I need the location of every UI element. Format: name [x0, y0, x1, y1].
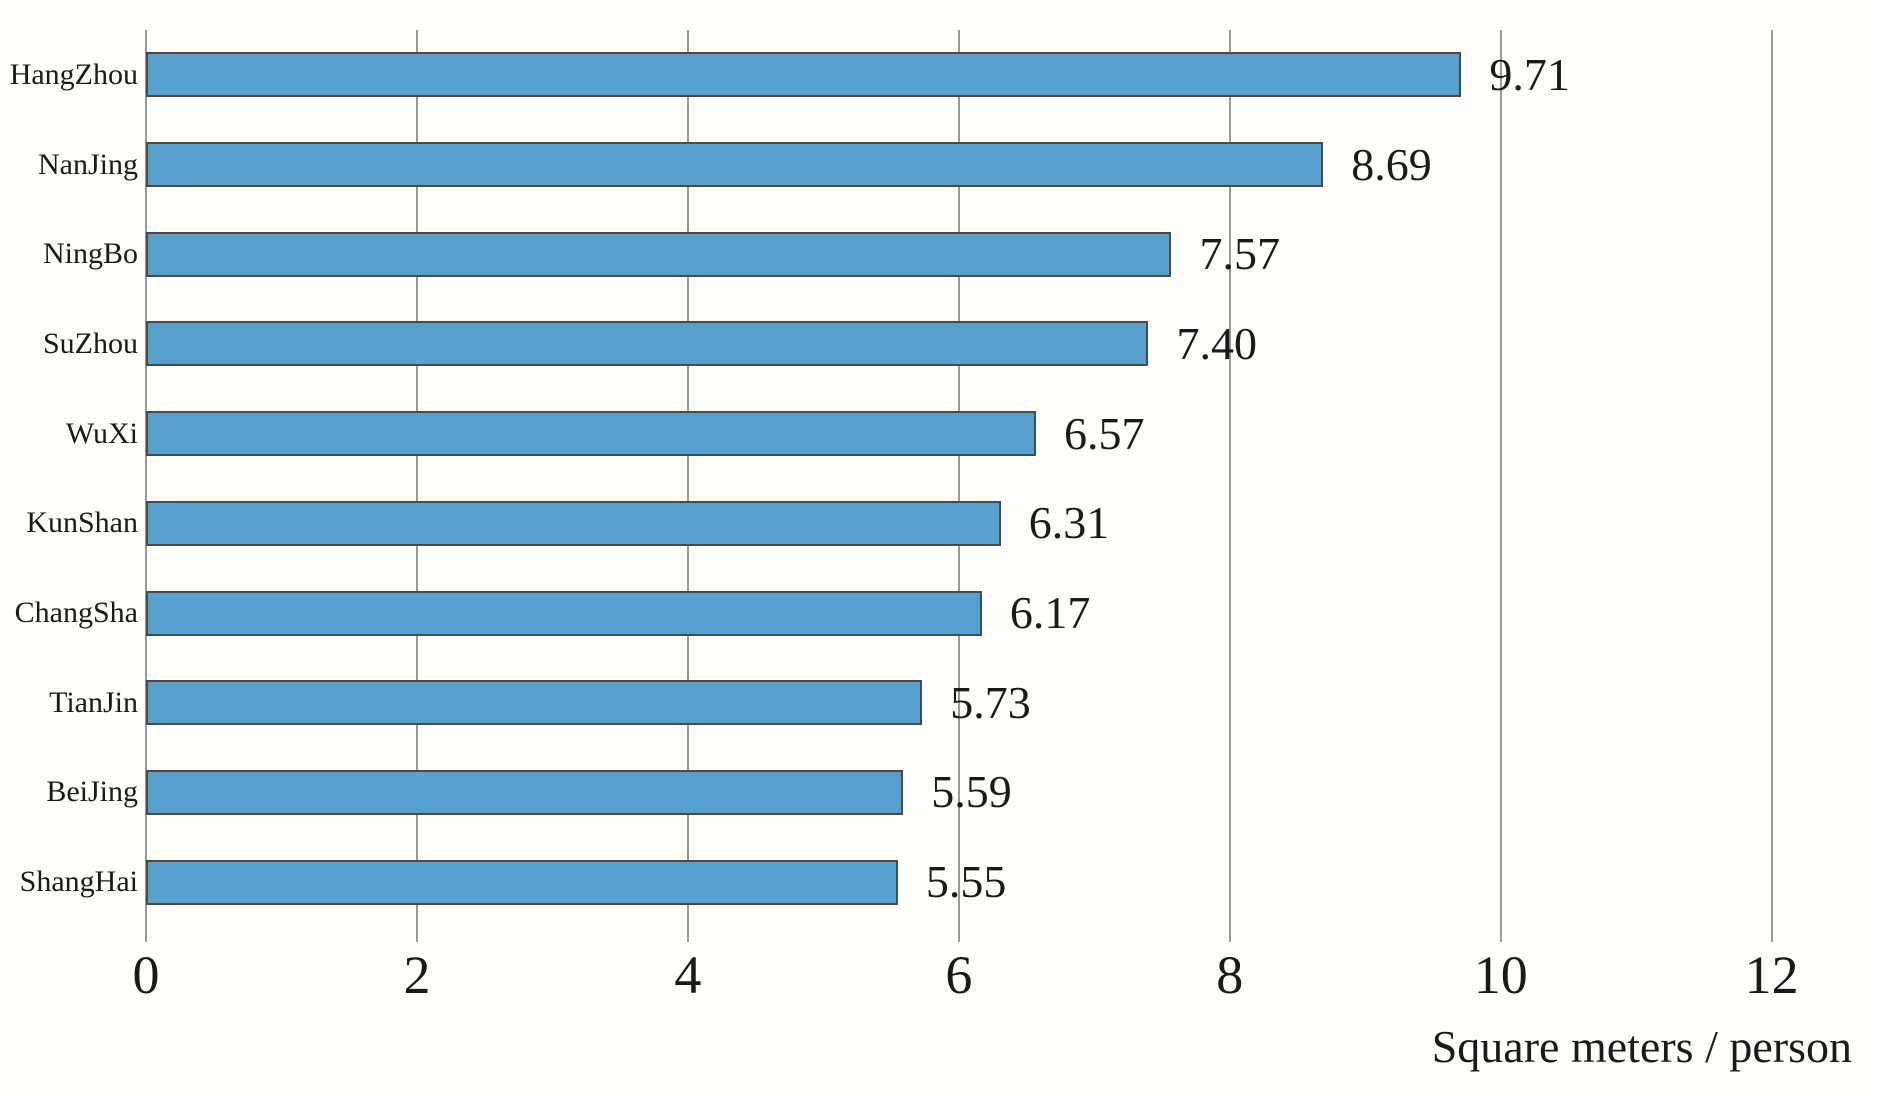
- x-axis-title: Square meters / person: [1431, 1021, 1852, 1072]
- bar-value-label: 7.57: [1199, 228, 1280, 280]
- gridline: [1770, 30, 1773, 942]
- bar-value-label: 7.40: [1176, 317, 1257, 369]
- x-tick-labels: 0 2 4 6 8 10 12: [133, 942, 1880, 1008]
- gridline: [686, 30, 689, 942]
- gridline: [1228, 30, 1231, 942]
- bar-suzhou: [146, 321, 1149, 367]
- y-axis-labels: HangZhou NanJing NingBo SuZhou WuXi KunShan Ch…: [0, 30, 141, 927]
- bar-row: 6.31: [146, 479, 1880, 569]
- x-tick-label: 2: [403, 945, 431, 1005]
- x-tick-label: 6: [945, 945, 973, 1005]
- y-tick-label: WuXi: [65, 416, 138, 450]
- bar-value-label: 9.71: [1489, 48, 1570, 100]
- y-tick-label: NingBo: [42, 237, 138, 271]
- y-tick-label: ShangHai: [19, 865, 138, 899]
- bar-value-label: 5.59: [931, 766, 1012, 818]
- bar-value-label: 6.17: [1009, 587, 1091, 639]
- bar-value-label: 6.57: [1064, 407, 1145, 459]
- bar-value-label: 5.55: [925, 856, 1007, 908]
- y-tick-label: NanJing: [38, 147, 138, 181]
- y-tick-label: SuZhou: [42, 326, 138, 360]
- bar-ningbo: [146, 231, 1172, 277]
- bar-row: 5.55: [146, 837, 1880, 927]
- bar-changsha: [146, 590, 982, 636]
- bar-shanghai: [146, 859, 898, 905]
- bar-row: 5.73: [146, 658, 1880, 748]
- gridline: [957, 30, 960, 942]
- bar-wuxi: [146, 411, 1037, 457]
- bar-row: 5.59: [146, 748, 1880, 838]
- x-tick-label: 8: [1216, 945, 1244, 1005]
- x-tick-label: 12: [1744, 945, 1799, 1005]
- bar-value-label: 8.69: [1351, 138, 1432, 190]
- gridlines: [145, 30, 1880, 942]
- bar-row: 8.69: [146, 120, 1880, 210]
- bar-row: 6.57: [146, 389, 1880, 479]
- y-tick-label: KunShan: [26, 506, 138, 540]
- y-tick-label: HangZhou: [9, 57, 138, 91]
- gridline: [415, 30, 418, 942]
- bar-nanjing: [146, 142, 1324, 188]
- bars: 9.71 8.69 7.57 7.40 6.57 6.31 6.17 5.73 5.59 5.55: [146, 30, 1880, 927]
- bar-row: 7.57: [146, 209, 1880, 299]
- bar-row: 7.40: [146, 299, 1880, 389]
- x-tick-label: 4: [674, 945, 702, 1005]
- bar-hangzhou: [146, 52, 1462, 98]
- y-tick-label: TianJin: [49, 685, 138, 719]
- bar-value-label: 6.31: [1028, 497, 1110, 549]
- y-axis-line: [145, 30, 147, 942]
- bar-value-label: 5.73: [950, 676, 1031, 728]
- bar-row: 6.17: [146, 568, 1880, 658]
- bar-row: 9.71: [146, 30, 1880, 120]
- bar-kunshan: [146, 500, 1001, 546]
- x-tick-label: 0: [132, 945, 160, 1005]
- bar-beijing: [146, 769, 904, 815]
- bar-tianjin: [146, 680, 923, 726]
- x-tick-label: 10: [1473, 945, 1528, 1005]
- y-tick-label: ChangSha: [14, 596, 138, 630]
- gridline: [1499, 30, 1502, 942]
- y-tick-label: BeiJing: [46, 775, 138, 809]
